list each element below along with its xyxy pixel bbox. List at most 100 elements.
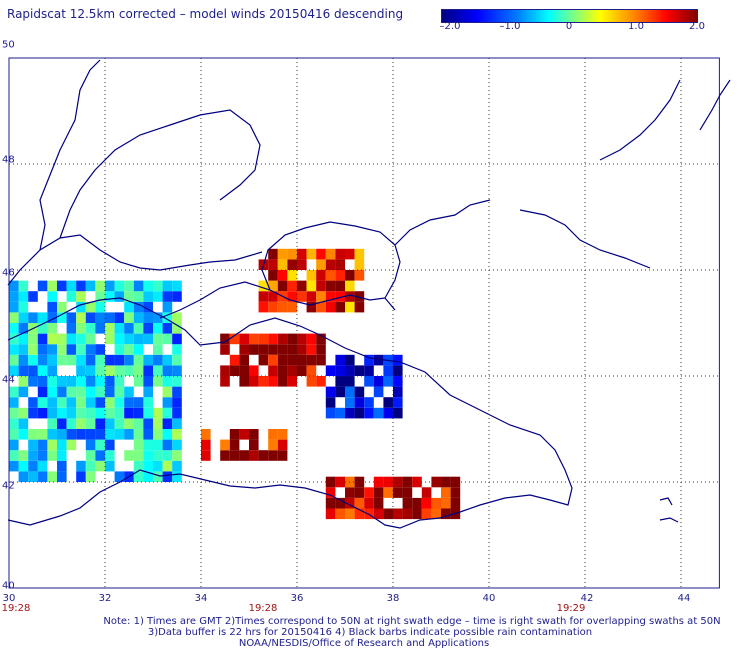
wind-diff-cell bbox=[143, 460, 153, 472]
wind-diff-cell bbox=[85, 397, 96, 408]
wind-diff-cell bbox=[172, 407, 182, 419]
wind-diff-cell bbox=[316, 333, 326, 345]
wind-diff-cell bbox=[76, 354, 86, 366]
wind-diff-cell bbox=[172, 439, 182, 451]
wind-diff-cell bbox=[37, 429, 48, 440]
wind-diff-cell bbox=[229, 429, 240, 440]
wind-diff-cell bbox=[229, 354, 240, 366]
wind-diff-cell bbox=[220, 439, 230, 451]
wind-diff-cell bbox=[441, 487, 451, 498]
wind-diff-cell bbox=[354, 270, 365, 281]
wind-diff-cell bbox=[249, 429, 259, 440]
wind-diff-cell bbox=[124, 397, 134, 408]
wind-diff-cell bbox=[133, 301, 144, 313]
data-cells bbox=[9, 248, 461, 520]
wind-diff-cell bbox=[402, 497, 413, 509]
wind-diff-cell bbox=[28, 333, 38, 345]
wind-diff-cell bbox=[393, 397, 403, 408]
wind-diff-cell bbox=[172, 323, 182, 334]
wind-diff-cell bbox=[37, 471, 48, 482]
wind-diff-cell bbox=[76, 471, 86, 482]
wind-diff-cell bbox=[18, 354, 29, 366]
wind-diff-cell bbox=[18, 407, 29, 419]
wind-diff-cell bbox=[325, 365, 336, 376]
wind-diff-cell bbox=[18, 344, 29, 355]
wind-diff-cell bbox=[335, 407, 345, 419]
wind-diff-cell bbox=[345, 354, 355, 366]
wind-diff-cell bbox=[364, 508, 374, 520]
wind-diff-cell bbox=[95, 354, 105, 366]
wind-diff-cell bbox=[153, 280, 163, 292]
wind-diff-cell bbox=[383, 365, 393, 376]
wind-diff-cell bbox=[335, 497, 345, 509]
wind-diff-cell bbox=[133, 280, 144, 292]
wind-diff-cell bbox=[162, 460, 173, 472]
wind-diff-cell bbox=[153, 376, 163, 387]
wind-diff-cell bbox=[153, 365, 163, 376]
wind-diff-cell bbox=[37, 450, 48, 461]
y-tick-label: 44 bbox=[2, 374, 15, 386]
wind-diff-cell bbox=[9, 344, 19, 355]
wind-diff-cell bbox=[249, 450, 259, 461]
wind-diff-cell bbox=[220, 365, 230, 376]
wind-diff-cell bbox=[47, 333, 57, 345]
x-tick-label: 42 bbox=[580, 593, 594, 604]
wind-diff-cell bbox=[105, 312, 115, 323]
wind-diff-cell bbox=[316, 344, 326, 355]
wind-diff-cell bbox=[114, 376, 125, 387]
wind-diff-cell bbox=[57, 386, 67, 398]
wind-diff-cell bbox=[373, 487, 384, 498]
wind-diff-cell bbox=[57, 460, 67, 472]
wind-diff-cell bbox=[402, 508, 413, 520]
wind-diff-cell bbox=[220, 344, 230, 355]
wind-diff-cell bbox=[277, 344, 288, 355]
wind-diff-cell bbox=[76, 386, 86, 398]
wind-diff-cell bbox=[37, 354, 48, 366]
crimea-coast bbox=[159, 281, 396, 319]
wind-diff-cell bbox=[297, 280, 307, 292]
wind-diff-cell bbox=[268, 259, 278, 270]
wind-diff-cell bbox=[18, 333, 29, 345]
wind-diff-cell bbox=[325, 270, 336, 281]
wind-diff-cell bbox=[66, 429, 77, 440]
wind-diff-cell bbox=[162, 301, 173, 313]
wind-diff-cell bbox=[76, 323, 86, 334]
wind-diff-cell bbox=[114, 397, 125, 408]
wind-diff-cell bbox=[345, 508, 355, 520]
wind-diff-cell bbox=[85, 333, 96, 345]
wind-diff-cell bbox=[354, 365, 365, 376]
wind-diff-cell bbox=[162, 418, 173, 429]
wind-diff-cell bbox=[306, 270, 317, 281]
wind-diff-cell bbox=[18, 312, 29, 323]
wind-diff-cell bbox=[364, 407, 374, 419]
black-sea-coast bbox=[7, 297, 573, 529]
wind-diff-cell bbox=[373, 497, 384, 509]
wind-diff-cell bbox=[47, 376, 57, 387]
wind-diff-cell bbox=[124, 450, 134, 461]
wind-diff-cell bbox=[47, 450, 57, 461]
wind-diff-cell bbox=[162, 354, 173, 366]
y-tick-label: 50 bbox=[2, 39, 15, 51]
wind-diff-cell bbox=[354, 487, 365, 498]
wind-diff-cell bbox=[383, 397, 393, 408]
wind-diff-cell bbox=[114, 333, 125, 345]
wind-diff-cell bbox=[76, 460, 86, 472]
wind-diff-cell bbox=[277, 280, 288, 292]
wind-diff-cell bbox=[133, 439, 144, 451]
wind-diff-cell bbox=[393, 386, 403, 398]
wind-diff-cell bbox=[364, 354, 374, 366]
wind-diff-cell bbox=[143, 280, 153, 292]
wind-diff-cell bbox=[287, 354, 297, 366]
wind-diff-cell bbox=[76, 344, 86, 355]
wind-diff-cell bbox=[66, 354, 77, 366]
wind-diff-cell bbox=[95, 280, 105, 292]
wind-diff-cell bbox=[364, 487, 374, 498]
plot-frame bbox=[8, 57, 720, 589]
wind-diff-cell bbox=[9, 460, 19, 472]
wind-diff-cell bbox=[28, 291, 38, 302]
wind-diff-cell bbox=[249, 376, 259, 387]
wind-diff-cell bbox=[114, 471, 125, 482]
wind-diff-cell bbox=[47, 280, 57, 292]
wind-diff-cell bbox=[85, 471, 96, 482]
wind-diff-cell bbox=[239, 365, 249, 376]
